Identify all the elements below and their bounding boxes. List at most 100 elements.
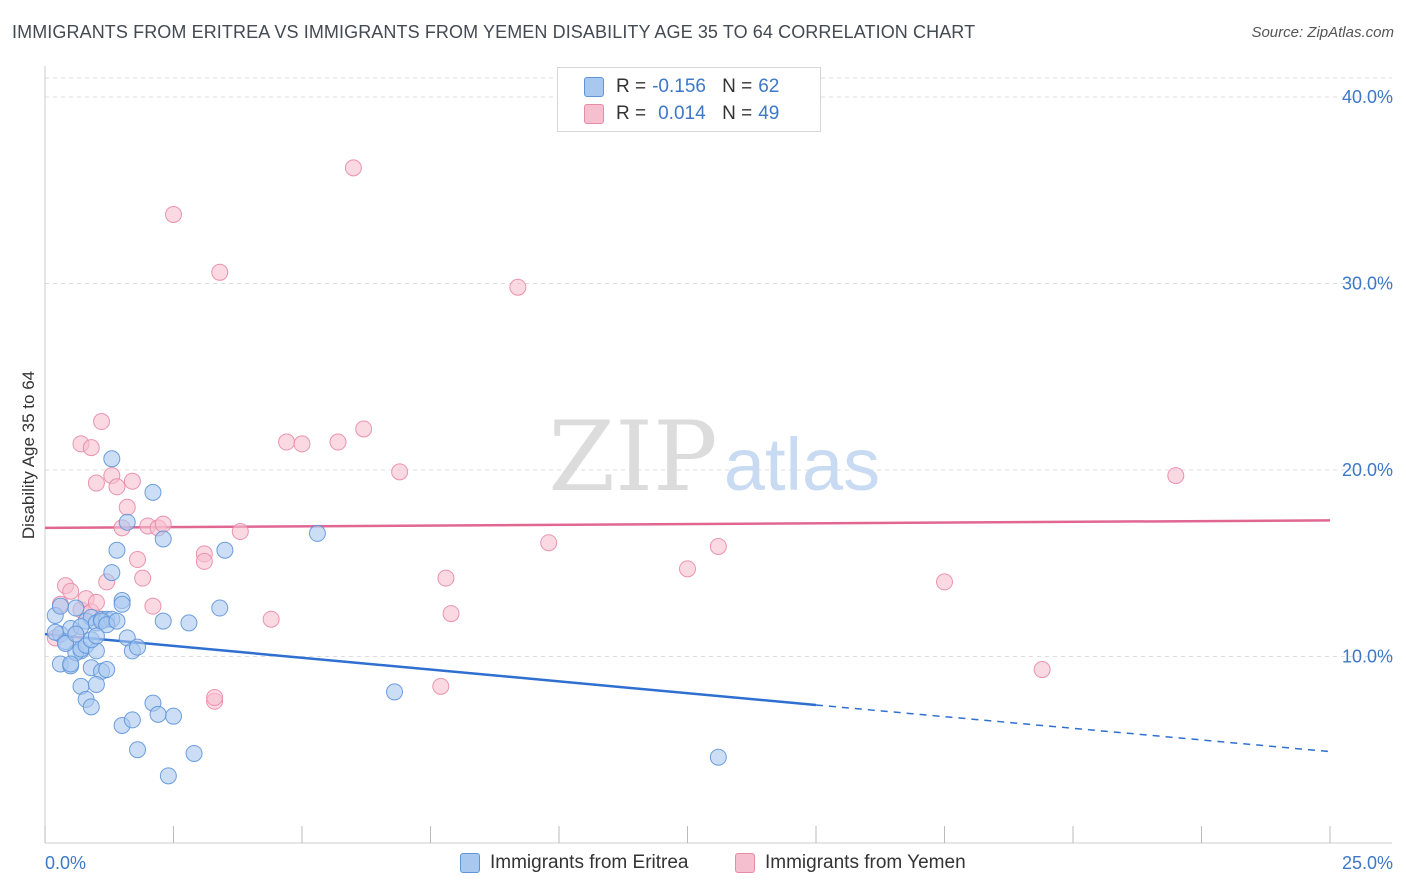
yemen-point bbox=[118, 498, 136, 516]
eritrea-point bbox=[386, 683, 404, 701]
r-value: -0.156 bbox=[652, 76, 706, 97]
series-legend: Immigrants from Eritrea Immigrants from … bbox=[0, 852, 1406, 878]
eritrea-point bbox=[129, 741, 147, 759]
stats-legend: R = -0.156 N = 62 R = 0.014 N = 49 bbox=[557, 67, 821, 132]
yemen-point bbox=[709, 537, 727, 555]
y-tick-label: 20.0% bbox=[1342, 460, 1393, 480]
legend-item-eritrea[interactable]: Immigrants from Eritrea bbox=[460, 852, 688, 874]
yemen-point bbox=[355, 420, 373, 438]
eritrea-point bbox=[185, 744, 203, 762]
yemen-point bbox=[262, 610, 280, 628]
eritrea-swatch bbox=[584, 77, 604, 97]
eritrea-point bbox=[129, 638, 147, 656]
legend-label-yemen: Immigrants from Yemen bbox=[765, 852, 966, 873]
r-label: R = bbox=[616, 76, 647, 97]
eritrea-point bbox=[123, 711, 141, 729]
yemen-point bbox=[93, 413, 111, 431]
stats-row-yemen: R = 0.014 N = 49 bbox=[584, 102, 779, 126]
r-label: R = bbox=[616, 103, 647, 124]
y-tick-label: 10.0% bbox=[1342, 647, 1393, 667]
eritrea-point bbox=[108, 541, 126, 559]
yemen-trend-line bbox=[44, 519, 1331, 530]
yemen-point bbox=[679, 560, 696, 578]
yemen-point bbox=[437, 569, 455, 587]
legend-label-eritrea: Immigrants from Eritrea bbox=[490, 852, 689, 873]
y-axis-label: Disability Age 35 to 64 bbox=[19, 371, 38, 539]
yemen-point bbox=[87, 593, 105, 611]
eritrea-legend-swatch bbox=[460, 853, 480, 873]
y-tick-label: 40.0% bbox=[1342, 87, 1393, 107]
yemen-point bbox=[62, 582, 80, 600]
eritrea-point bbox=[62, 655, 80, 673]
yemen-point bbox=[134, 569, 152, 587]
eritrea-point bbox=[82, 698, 100, 716]
source-credit: Source: ZipAtlas.com bbox=[1251, 24, 1394, 41]
eritrea-point bbox=[149, 705, 167, 723]
yemen-point bbox=[129, 551, 147, 569]
y-tick-label: 30.0% bbox=[1342, 274, 1393, 294]
yemen-point bbox=[1033, 661, 1051, 679]
axes bbox=[44, 66, 1392, 844]
eritrea-point bbox=[46, 623, 64, 641]
eritrea-point bbox=[103, 564, 121, 582]
eritrea-point bbox=[103, 450, 121, 468]
yemen-point bbox=[195, 552, 213, 570]
eritrea-point bbox=[165, 707, 182, 725]
x-tick-label: 0.0% bbox=[45, 853, 86, 873]
chart-title: IMMIGRANTS FROM ERITREA VS IMMIGRANTS FR… bbox=[12, 22, 976, 42]
eritrea-point bbox=[98, 661, 116, 679]
yemen-point bbox=[211, 263, 229, 281]
yemen-point bbox=[432, 677, 450, 695]
yemen-point bbox=[82, 439, 100, 457]
eritrea-trend-line bbox=[44, 632, 817, 707]
n-value: 49 bbox=[758, 103, 780, 124]
yemen-point bbox=[391, 463, 409, 481]
eritrea-point bbox=[67, 599, 85, 617]
eritrea-point bbox=[144, 483, 162, 501]
yemen-point bbox=[329, 433, 347, 451]
n-value: 62 bbox=[758, 76, 780, 97]
x-tick-label: 25.0% bbox=[1342, 853, 1393, 873]
watermark-zip: ZIP bbox=[548, 401, 717, 513]
gridlines bbox=[45, 77, 1392, 657]
trend-lines bbox=[44, 519, 1331, 753]
yemen-point bbox=[442, 605, 460, 623]
eritrea-point bbox=[108, 612, 126, 630]
eritrea-point bbox=[180, 614, 198, 632]
yemen-point bbox=[108, 478, 126, 496]
eritrea-point bbox=[159, 767, 177, 785]
watermark: ZIP atlas bbox=[548, 401, 880, 513]
eritrea-point bbox=[51, 597, 69, 615]
eritrea-point bbox=[87, 675, 105, 693]
n-label: N = bbox=[722, 103, 753, 124]
yemen-point bbox=[344, 159, 362, 177]
eritrea-point bbox=[67, 625, 85, 643]
yemen-point bbox=[1167, 467, 1185, 485]
yemen-point bbox=[293, 435, 311, 453]
yemen-point bbox=[231, 523, 249, 541]
yemen-point bbox=[278, 433, 296, 451]
eritrea-point bbox=[709, 748, 727, 766]
eritrea-trend-extension bbox=[815, 704, 1331, 753]
watermark-atlas: atlas bbox=[724, 423, 880, 506]
yemen-point bbox=[509, 278, 527, 296]
yemen-point bbox=[87, 474, 105, 492]
stats-row-eritrea: R = -0.156 N = 62 bbox=[584, 75, 779, 99]
yemen-point bbox=[936, 573, 953, 591]
yemen-swatch bbox=[584, 104, 604, 124]
yemen-point bbox=[206, 689, 224, 707]
r-value: 0.014 bbox=[658, 103, 706, 124]
n-label: N = bbox=[722, 76, 753, 97]
yemen-point bbox=[540, 534, 558, 552]
tick-labels: 10.0% 20.0% 30.0% 40.0% 0.0% 25.0% bbox=[45, 87, 1393, 873]
yemen-point bbox=[144, 597, 162, 615]
eritrea-point bbox=[87, 627, 105, 645]
yemen-point bbox=[123, 472, 141, 490]
eritrea-point bbox=[308, 524, 326, 542]
legend-item-yemen[interactable]: Immigrants from Yemen bbox=[735, 852, 966, 874]
eritrea-point bbox=[216, 541, 234, 559]
yemen-point bbox=[154, 515, 172, 533]
eritrea-point bbox=[154, 612, 172, 630]
yemen-point bbox=[165, 205, 182, 223]
